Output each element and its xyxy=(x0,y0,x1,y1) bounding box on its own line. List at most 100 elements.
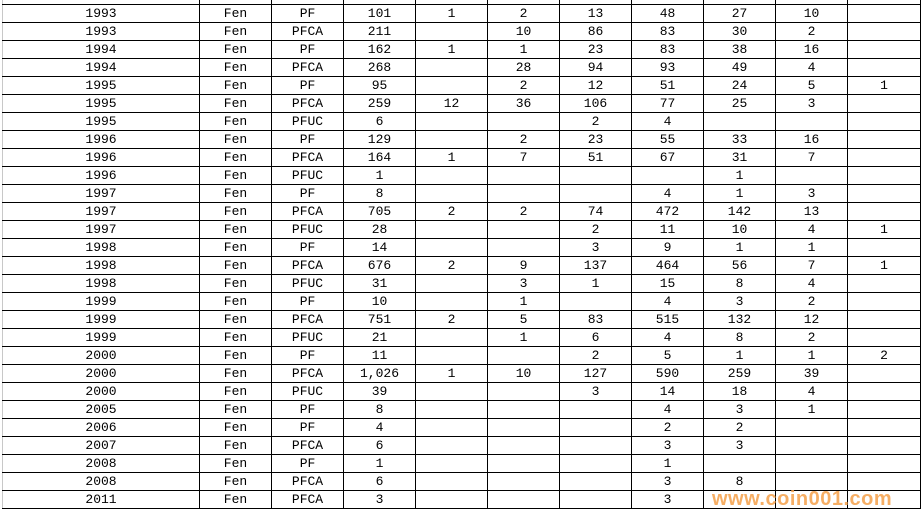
table-cell[interactable]: 1997 xyxy=(2,202,200,221)
table-cell[interactable] xyxy=(487,418,560,437)
table-cell[interactable]: 83 xyxy=(631,22,704,41)
table-cell[interactable]: Fen xyxy=(199,22,272,41)
table-cell[interactable]: PFUC xyxy=(271,382,344,401)
table-cell[interactable]: 106 xyxy=(559,94,632,113)
table-cell[interactable] xyxy=(847,274,921,293)
table-cell[interactable] xyxy=(415,130,488,149)
table-cell[interactable]: 83 xyxy=(631,40,704,59)
table-cell[interactable]: PF xyxy=(271,292,344,311)
table-cell[interactable]: 39 xyxy=(343,382,416,401)
table-cell[interactable]: 3 xyxy=(775,94,848,113)
table-cell[interactable] xyxy=(415,238,488,257)
table-cell[interactable] xyxy=(487,490,560,509)
table-cell[interactable]: 164 xyxy=(343,148,416,167)
table-cell[interactable]: 23 xyxy=(559,40,632,59)
table-cell[interactable] xyxy=(847,4,921,23)
table-cell[interactable]: 1 xyxy=(415,364,488,383)
table-cell[interactable]: Fen xyxy=(199,418,272,437)
table-cell[interactable]: 9 xyxy=(487,256,560,275)
table-cell[interactable]: 1999 xyxy=(2,310,200,329)
table-cell[interactable]: 3 xyxy=(559,238,632,257)
table-cell[interactable]: Fen xyxy=(199,346,272,365)
table-cell[interactable] xyxy=(847,382,921,401)
table-cell[interactable] xyxy=(415,418,488,437)
table-cell[interactable]: 51 xyxy=(631,76,704,95)
table-cell[interactable]: 23 xyxy=(559,130,632,149)
table-cell[interactable]: 142 xyxy=(703,202,776,221)
table-cell[interactable]: PF xyxy=(271,400,344,419)
table-cell[interactable]: 2 xyxy=(487,202,560,221)
table-cell[interactable] xyxy=(415,274,488,293)
table-cell[interactable]: 1 xyxy=(415,148,488,167)
table-cell[interactable]: 3 xyxy=(703,292,776,311)
table-cell[interactable] xyxy=(847,292,921,311)
table-cell[interactable] xyxy=(415,220,488,239)
table-cell[interactable]: 2 xyxy=(847,346,921,365)
table-cell[interactable]: 1 xyxy=(703,184,776,203)
table-cell[interactable]: PFUC xyxy=(271,220,344,239)
table-cell[interactable]: Fen xyxy=(199,274,272,293)
table-cell[interactable] xyxy=(415,436,488,455)
table-cell[interactable]: Fen xyxy=(199,4,272,23)
table-cell[interactable] xyxy=(415,184,488,203)
table-cell[interactable]: 1999 xyxy=(2,328,200,347)
table-cell[interactable] xyxy=(775,454,848,473)
table-cell[interactable]: 1998 xyxy=(2,238,200,257)
table-cell[interactable]: 56 xyxy=(703,256,776,275)
table-cell[interactable]: Fen xyxy=(199,310,272,329)
table-cell[interactable]: 1993 xyxy=(2,4,200,23)
table-cell[interactable]: 1998 xyxy=(2,274,200,293)
table-cell[interactable]: Fen xyxy=(199,364,272,383)
table-cell[interactable]: PFCA xyxy=(271,490,344,509)
table-cell[interactable]: 8 xyxy=(343,184,416,203)
table-cell[interactable]: PFCA xyxy=(271,202,344,221)
table-cell[interactable]: 95 xyxy=(343,76,416,95)
table-cell[interactable] xyxy=(559,418,632,437)
table-cell[interactable]: 2 xyxy=(415,310,488,329)
table-cell[interactable] xyxy=(559,166,632,185)
table-cell[interactable]: 4 xyxy=(775,274,848,293)
table-cell[interactable]: 21 xyxy=(343,328,416,347)
table-cell[interactable]: Fen xyxy=(199,454,272,473)
table-cell[interactable]: 2 xyxy=(631,418,704,437)
table-cell[interactable]: 28 xyxy=(487,58,560,77)
table-cell[interactable]: 4 xyxy=(775,382,848,401)
table-cell[interactable]: 1 xyxy=(775,238,848,257)
table-cell[interactable]: 93 xyxy=(631,58,704,77)
table-cell[interactable] xyxy=(415,346,488,365)
table-cell[interactable] xyxy=(487,220,560,239)
table-cell[interactable]: 472 xyxy=(631,202,704,221)
table-cell[interactable]: PFCA xyxy=(271,148,344,167)
table-cell[interactable]: 28 xyxy=(343,220,416,239)
table-cell[interactable]: 6 xyxy=(559,328,632,347)
table-cell[interactable]: 1994 xyxy=(2,58,200,77)
table-cell[interactable]: 2000 xyxy=(2,346,200,365)
table-cell[interactable]: 1996 xyxy=(2,130,200,149)
table-cell[interactable] xyxy=(847,148,921,167)
table-cell[interactable]: 2007 xyxy=(2,436,200,455)
table-cell[interactable]: 1996 xyxy=(2,166,200,185)
table-cell[interactable]: Fen xyxy=(199,166,272,185)
table-cell[interactable] xyxy=(703,112,776,131)
table-cell[interactable] xyxy=(415,166,488,185)
table-cell[interactable]: 30 xyxy=(703,22,776,41)
table-cell[interactable]: 676 xyxy=(343,256,416,275)
table-cell[interactable] xyxy=(415,490,488,509)
table-cell[interactable]: PFCA xyxy=(271,58,344,77)
table-cell[interactable]: 2005 xyxy=(2,400,200,419)
table-cell[interactable]: 3 xyxy=(631,436,704,455)
table-cell[interactable]: 2 xyxy=(703,418,776,437)
table-cell[interactable]: Fen xyxy=(199,94,272,113)
table-cell[interactable] xyxy=(847,130,921,149)
table-cell[interactable] xyxy=(847,328,921,347)
table-cell[interactable]: Fen xyxy=(199,436,272,455)
table-cell[interactable]: 1,026 xyxy=(343,364,416,383)
table-cell[interactable]: 7 xyxy=(775,256,848,275)
table-cell[interactable]: PF xyxy=(271,418,344,437)
table-cell[interactable]: PFUC xyxy=(271,112,344,131)
table-cell[interactable]: 1 xyxy=(847,256,921,275)
table-cell[interactable] xyxy=(847,364,921,383)
table-cell[interactable] xyxy=(775,436,848,455)
table-cell[interactable] xyxy=(847,94,921,113)
table-cell[interactable]: 101 xyxy=(343,4,416,23)
